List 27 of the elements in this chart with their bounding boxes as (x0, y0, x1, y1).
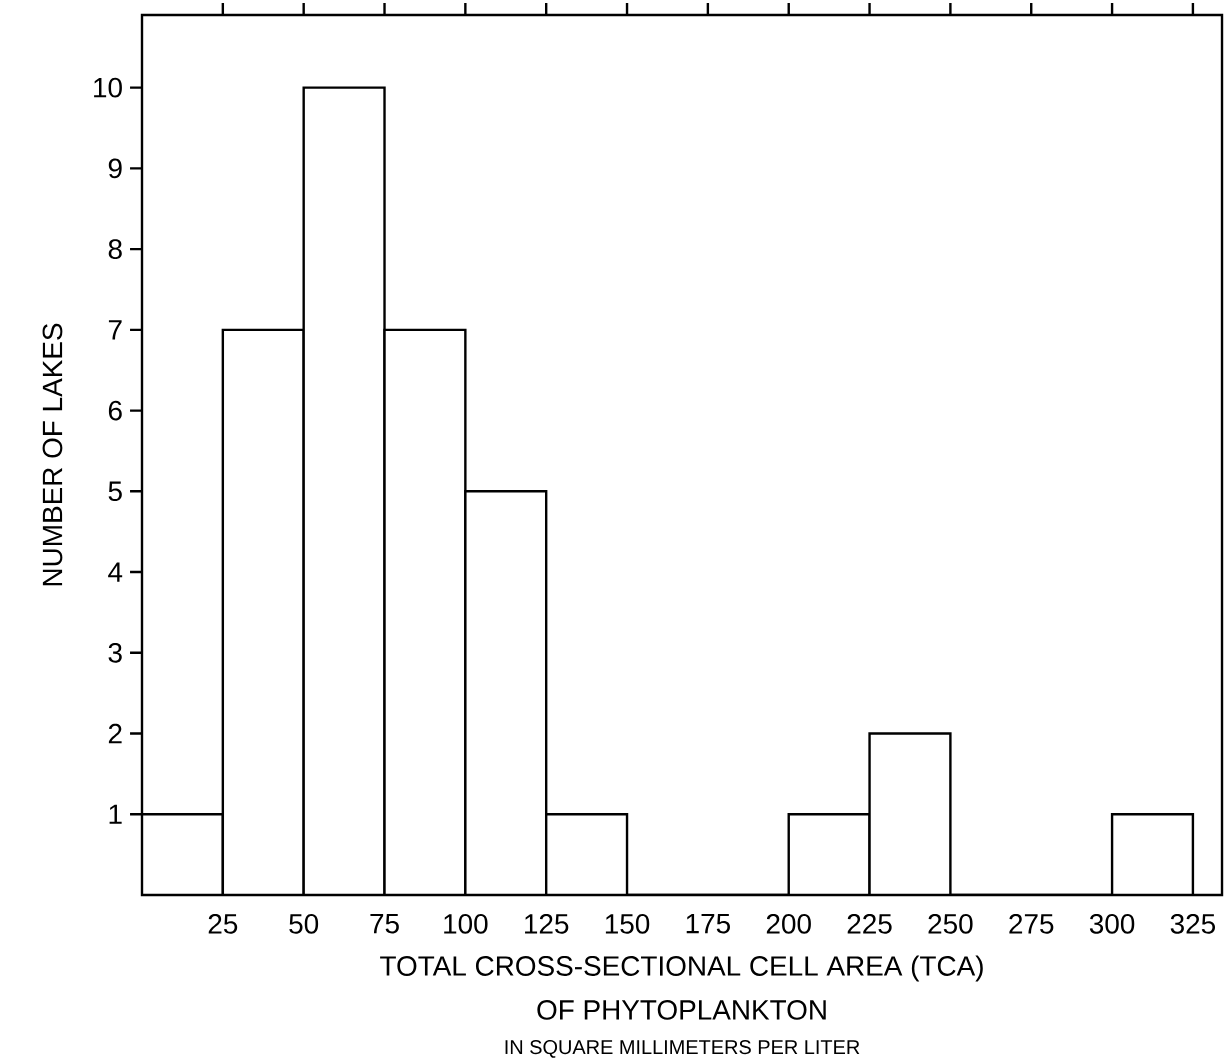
x-tick-label: 250 (928, 913, 973, 934)
x-axis-title: TOTAL CROSS-SECTIONAL CELL AREA (TCA) (380, 955, 983, 982)
y-tick-label: 4 (108, 562, 123, 582)
text: IN SQUARE MILLIMETERS PER LITER (505, 1040, 860, 1058)
x-tick-label: 175 (686, 914, 730, 934)
y-tick-label: 8 (108, 239, 122, 259)
x-tick-label: 150 (605, 913, 650, 934)
y-tick-label: 10 (94, 77, 122, 98)
x-tick-label: 125 (525, 913, 569, 934)
x-tick-label: 325 (1170, 913, 1216, 934)
x-tick-label: 225 (847, 913, 892, 934)
y-tick-label: 9 (108, 158, 122, 179)
x-tick-label: 275 (1009, 913, 1054, 934)
y-tick-label: 5 (108, 481, 122, 502)
y-tick-label: 2 (108, 723, 122, 744)
y-tick-label: 1 (109, 804, 122, 824)
x-tick-label: 200 (766, 913, 811, 934)
x-tick-label: 25 (208, 913, 238, 934)
y-tick-label: 7 (108, 320, 122, 340)
y-tick-label: 3 (108, 642, 122, 663)
text: OF PHYTOPLANKTON (537, 1000, 826, 1020)
y-axis-title: NUMBER OF LAKES (42, 323, 63, 586)
y-tick-label: 6 (108, 400, 122, 421)
x-tick-label: 100 (444, 913, 488, 934)
x-tick-label: 300 (1089, 913, 1135, 934)
x-tick-label: 50 (289, 913, 319, 934)
x-tick-label: 75 (370, 914, 399, 934)
